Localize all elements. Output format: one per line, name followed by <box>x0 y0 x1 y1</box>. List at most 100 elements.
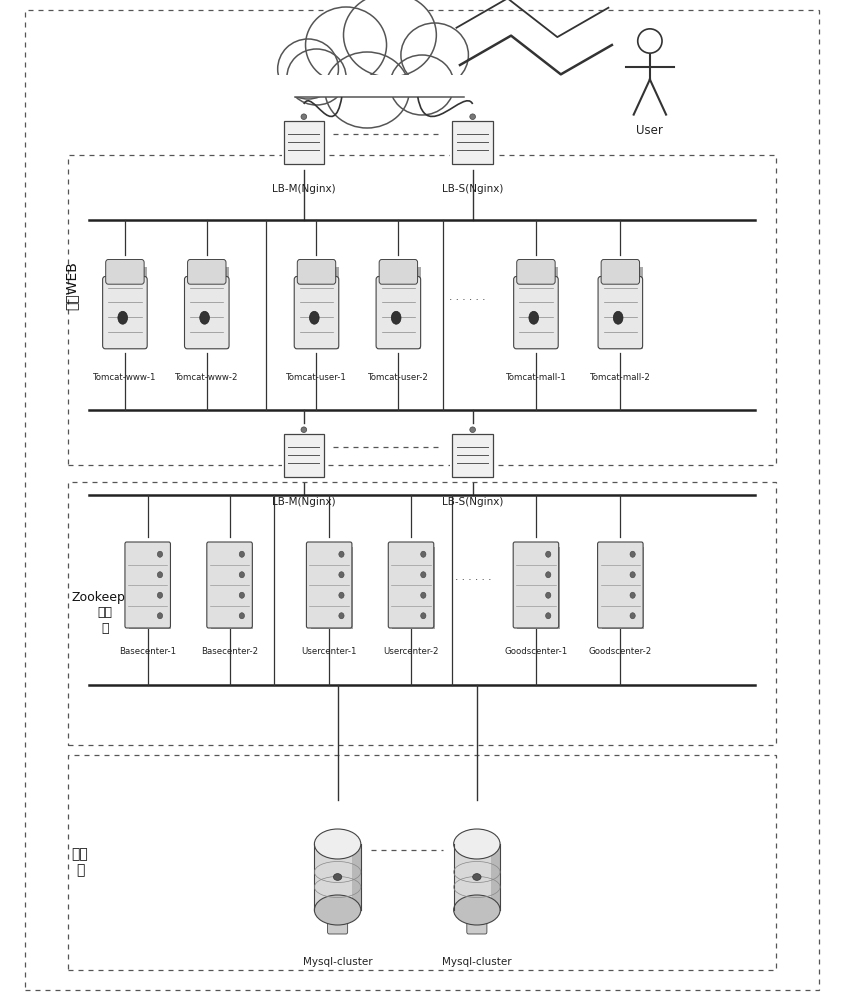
FancyBboxPatch shape <box>129 547 171 629</box>
FancyBboxPatch shape <box>327 908 348 934</box>
Ellipse shape <box>401 23 468 87</box>
FancyBboxPatch shape <box>598 277 642 349</box>
FancyBboxPatch shape <box>392 547 435 629</box>
FancyBboxPatch shape <box>311 547 353 629</box>
Text: LB-S(Nginx): LB-S(Nginx) <box>442 497 503 507</box>
Polygon shape <box>454 844 500 910</box>
FancyBboxPatch shape <box>467 908 487 934</box>
FancyBboxPatch shape <box>295 277 338 349</box>
FancyBboxPatch shape <box>514 277 558 349</box>
Ellipse shape <box>344 0 436 77</box>
Ellipse shape <box>338 551 344 557</box>
Ellipse shape <box>545 613 551 619</box>
Text: . . . . . .: . . . . . . <box>449 292 485 302</box>
Ellipse shape <box>630 592 636 598</box>
Ellipse shape <box>287 49 346 105</box>
Ellipse shape <box>470 114 475 119</box>
Text: Tomcat-mall-1: Tomcat-mall-1 <box>506 373 566 382</box>
FancyBboxPatch shape <box>211 547 253 629</box>
FancyBboxPatch shape <box>388 542 434 628</box>
Text: Goodscenter-1: Goodscenter-1 <box>505 647 567 656</box>
Ellipse shape <box>157 592 163 598</box>
FancyBboxPatch shape <box>187 260 226 284</box>
Text: Tomcat-user-1: Tomcat-user-1 <box>286 373 347 382</box>
Polygon shape <box>274 75 477 97</box>
Ellipse shape <box>545 551 551 557</box>
Text: Tomcat-mall-2: Tomcat-mall-2 <box>590 373 651 382</box>
FancyBboxPatch shape <box>125 542 170 628</box>
Text: Basecenter-2: Basecenter-2 <box>201 647 258 656</box>
FancyBboxPatch shape <box>603 267 642 349</box>
FancyBboxPatch shape <box>517 547 560 629</box>
Text: User: User <box>636 124 663 137</box>
Ellipse shape <box>157 572 163 578</box>
Polygon shape <box>314 844 361 910</box>
Ellipse shape <box>239 572 245 578</box>
Polygon shape <box>452 121 493 164</box>
FancyBboxPatch shape <box>517 260 555 284</box>
Polygon shape <box>452 434 493 477</box>
Ellipse shape <box>301 427 306 432</box>
FancyBboxPatch shape <box>190 267 229 349</box>
FancyBboxPatch shape <box>103 277 147 349</box>
Ellipse shape <box>157 613 163 619</box>
Text: Usercenter-2: Usercenter-2 <box>383 647 439 656</box>
Ellipse shape <box>239 551 245 557</box>
Text: . . . . . .: . . . . . . <box>455 572 492 582</box>
Polygon shape <box>490 844 500 910</box>
Text: Basecenter-1: Basecenter-1 <box>119 647 176 656</box>
Ellipse shape <box>239 613 245 619</box>
FancyBboxPatch shape <box>306 542 352 628</box>
FancyBboxPatch shape <box>185 277 229 349</box>
Polygon shape <box>352 844 361 910</box>
Ellipse shape <box>420 551 426 557</box>
Ellipse shape <box>420 613 426 619</box>
Polygon shape <box>284 121 324 164</box>
FancyBboxPatch shape <box>207 542 252 628</box>
FancyBboxPatch shape <box>379 260 418 284</box>
FancyBboxPatch shape <box>106 260 144 284</box>
Ellipse shape <box>529 311 538 324</box>
Text: Mysql-cluster: Mysql-cluster <box>442 957 511 967</box>
FancyBboxPatch shape <box>601 260 640 284</box>
Ellipse shape <box>545 572 551 578</box>
Text: Usercenter-1: Usercenter-1 <box>301 647 357 656</box>
Ellipse shape <box>338 592 344 598</box>
Text: LB-M(Nginx): LB-M(Nginx) <box>272 497 336 507</box>
Ellipse shape <box>420 572 426 578</box>
Ellipse shape <box>325 52 409 128</box>
Ellipse shape <box>638 29 662 53</box>
FancyBboxPatch shape <box>519 267 558 349</box>
Ellipse shape <box>306 7 387 83</box>
FancyBboxPatch shape <box>381 267 420 349</box>
Text: LB-M(Nginx): LB-M(Nginx) <box>272 184 336 194</box>
FancyBboxPatch shape <box>598 542 643 628</box>
FancyBboxPatch shape <box>451 117 495 167</box>
Text: 前端WEB: 前端WEB <box>65 261 78 310</box>
Ellipse shape <box>239 592 245 598</box>
Ellipse shape <box>470 427 475 432</box>
FancyBboxPatch shape <box>602 547 644 629</box>
FancyBboxPatch shape <box>300 267 338 349</box>
Ellipse shape <box>338 613 344 619</box>
Ellipse shape <box>200 311 209 324</box>
Ellipse shape <box>118 311 127 324</box>
FancyBboxPatch shape <box>297 260 336 284</box>
Text: 数据
层: 数据 层 <box>72 847 89 877</box>
Ellipse shape <box>392 311 401 324</box>
Ellipse shape <box>614 311 623 324</box>
Text: Mysql-cluster: Mysql-cluster <box>303 957 372 967</box>
FancyBboxPatch shape <box>282 117 326 167</box>
Ellipse shape <box>630 613 636 619</box>
Ellipse shape <box>333 874 342 880</box>
Ellipse shape <box>454 829 500 859</box>
FancyBboxPatch shape <box>376 277 420 349</box>
Polygon shape <box>284 434 324 477</box>
Ellipse shape <box>454 895 500 925</box>
Ellipse shape <box>630 551 636 557</box>
Ellipse shape <box>545 592 551 598</box>
FancyBboxPatch shape <box>451 430 495 480</box>
Ellipse shape <box>390 55 454 115</box>
Ellipse shape <box>278 39 338 99</box>
Text: Zookeeper
服务
层: Zookeeper 服务 层 <box>72 591 138 635</box>
